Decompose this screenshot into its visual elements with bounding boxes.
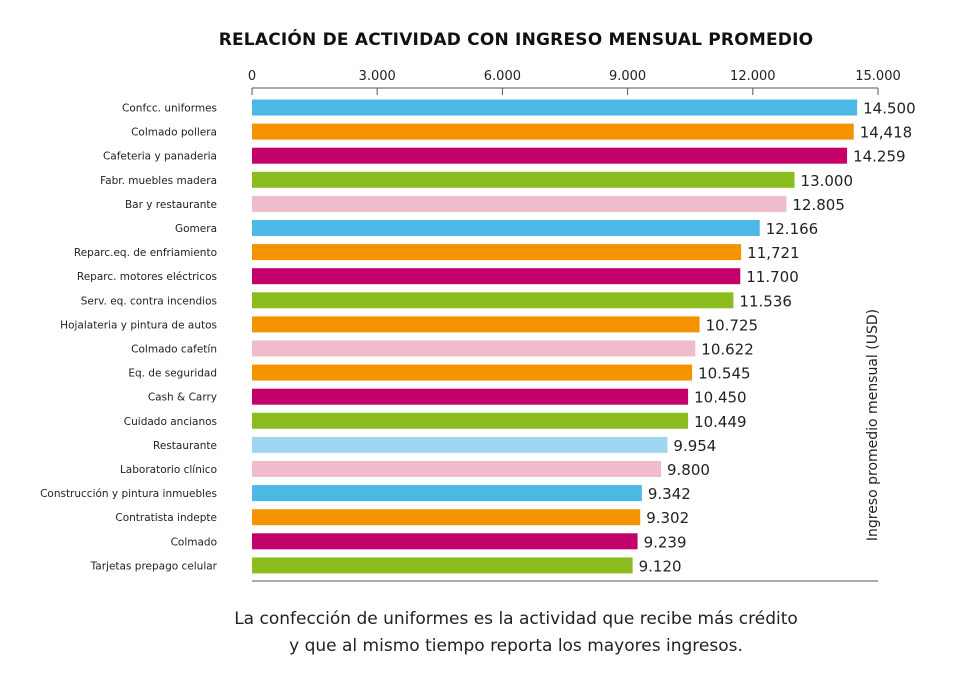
value-label: 10.545	[698, 365, 751, 383]
chart-title: RELACIÓN DE ACTIVIDAD CON INGRESO MENSUA…	[218, 30, 814, 50]
value-label: 11.700	[746, 268, 799, 286]
category-label: Cuidado ancianos	[124, 416, 217, 428]
bar	[252, 123, 854, 140]
bar	[252, 364, 693, 381]
caption-line-2: y que al mismo tiempo reporta los mayore…	[289, 636, 743, 656]
bar	[252, 171, 795, 188]
value-label: 11,721	[747, 244, 800, 262]
category-label: Serv. eq. contra incendios	[81, 295, 217, 307]
category-label: Cafeteria y panaderia	[103, 151, 217, 163]
bar	[252, 461, 661, 477]
category-label: Contratista indepte	[115, 512, 217, 524]
bar	[252, 436, 668, 453]
chart-caption: La confección de uniformes es la activid…	[0, 606, 960, 660]
bar	[252, 147, 848, 164]
category-label: Tarjetas prepago celular	[90, 560, 218, 572]
bar	[252, 485, 642, 502]
category-label: Colmado	[171, 536, 217, 548]
bar	[252, 268, 741, 285]
category-label: Construcción y pintura inmuebles	[40, 488, 217, 500]
bar	[252, 195, 787, 212]
value-label: 14.500	[863, 100, 916, 118]
bar	[252, 316, 700, 333]
value-label: 10.450	[694, 389, 747, 407]
bar	[252, 557, 633, 574]
value-label: 9.120	[639, 557, 682, 575]
category-label: Confcc. uniformes	[122, 103, 217, 115]
value-label: 10.725	[706, 316, 759, 334]
category-label: Fabr. muebles madera	[100, 175, 217, 187]
y-axis-title: Ingreso promedio mensual (USD)	[865, 309, 881, 541]
bar	[252, 388, 689, 405]
value-label: 9.302	[646, 509, 689, 527]
category-label: Reparc.eq. de enfriamiento	[74, 247, 217, 259]
bar	[252, 244, 742, 261]
category-label: Bar y restaurante	[125, 199, 217, 211]
x-tick-label: 6.000	[484, 69, 521, 84]
value-label: 12.805	[792, 196, 845, 214]
bar	[252, 412, 689, 429]
bar	[252, 533, 638, 550]
value-label: 14.259	[853, 148, 906, 166]
x-tick-label: 12.000	[730, 69, 776, 84]
category-label: Cash & Carry	[148, 392, 217, 404]
category-label: Colmado cafetín	[131, 344, 217, 356]
caption-line-1: La confección de uniformes es la activid…	[234, 609, 798, 629]
value-label: 9.239	[644, 533, 687, 551]
value-label: 12.166	[766, 220, 819, 238]
category-label: Reparc. motores eléctricos	[77, 271, 217, 283]
x-tick-label: 15.000	[855, 69, 901, 84]
category-label: Colmado pollera	[131, 127, 217, 139]
value-label: 13.000	[801, 172, 854, 190]
value-label: 11.536	[739, 292, 792, 310]
category-label: Laboratorio clínico	[120, 464, 217, 476]
bar	[252, 292, 734, 309]
bar	[252, 340, 696, 357]
value-label: 9.800	[667, 461, 710, 479]
bar	[252, 509, 641, 526]
category-label: Eq. de seguridad	[128, 368, 217, 380]
value-label: 9.954	[673, 437, 716, 455]
category-label: Hojalateria y pintura de autos	[60, 319, 217, 331]
x-tick-label: 0	[248, 69, 256, 84]
value-label: 9.342	[648, 485, 691, 503]
bar	[252, 99, 858, 116]
value-label: 10.622	[701, 341, 754, 359]
x-tick-label: 9.000	[609, 69, 646, 84]
category-label: Restaurante	[153, 440, 217, 452]
value-label: 14,418	[860, 124, 913, 142]
bar	[252, 220, 760, 236]
x-tick-label: 3.000	[359, 69, 396, 84]
category-label: Gomera	[175, 223, 217, 235]
value-label: 10.449	[694, 413, 747, 431]
